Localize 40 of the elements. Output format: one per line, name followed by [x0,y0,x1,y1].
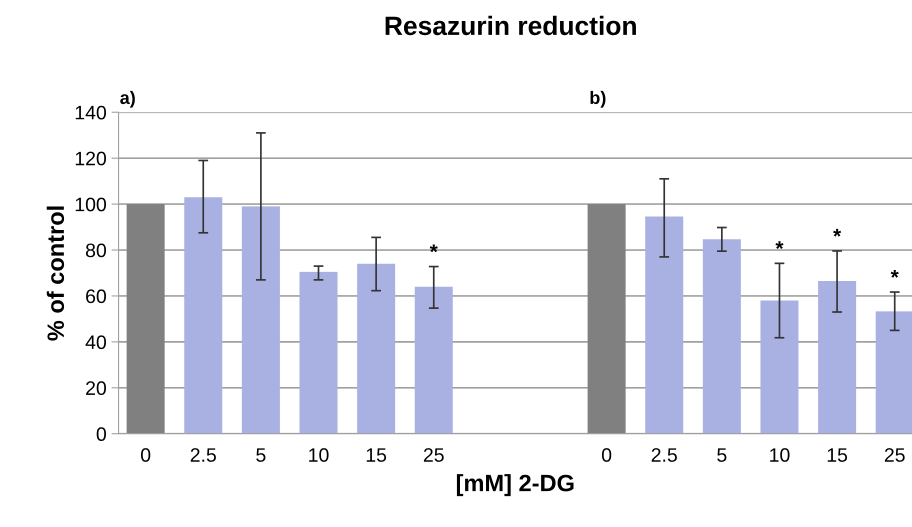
bar [818,281,856,434]
y-tick-label: 0 [96,427,106,441]
bar [299,272,338,434]
x-tick-label: 2.5 [190,448,216,462]
bar [357,264,396,434]
text: a) [120,90,135,108]
x-tick-label: 25 [884,448,905,462]
bar [702,239,741,434]
bar [588,204,626,434]
bar [242,206,280,434]
x-tick-label: 10 [309,448,329,462]
y-tick-label: 60 [86,289,106,304]
y-tick-label: 120 [76,152,106,166]
x-tick-label: 5 [717,448,726,462]
y-axis-title: % of control [46,206,64,341]
x-tick-label: 15 [828,448,848,462]
x-tick-label: 15 [366,448,386,462]
bar [645,216,684,434]
x-tick-label: 25 [424,448,444,462]
y-tick-label: 20 [86,381,106,396]
x-tick-label: 0 [140,448,150,462]
data-label: * [833,228,842,237]
y-tick-label: 40 [86,335,106,350]
y-tick-label: 100 [76,198,106,212]
bar [184,197,222,434]
chart-title: Resazurin reduction [386,16,636,36]
x-tick-label: 2.5 [652,448,677,462]
y-tick-label: 140 [76,106,106,120]
x-tick-label: 10 [770,448,790,462]
bar [126,204,165,434]
bar [414,286,453,434]
text: b) [590,90,606,108]
y-tick-label: 80 [86,243,106,258]
data-label: * [775,241,784,249]
x-axis-title: [mM] 2-DG [456,474,574,496]
x-tick-label: 0 [602,448,612,462]
x-tick-label: 5 [256,448,266,462]
data-label: * [430,244,438,252]
data-label: * [890,270,899,278]
bar [760,300,798,434]
